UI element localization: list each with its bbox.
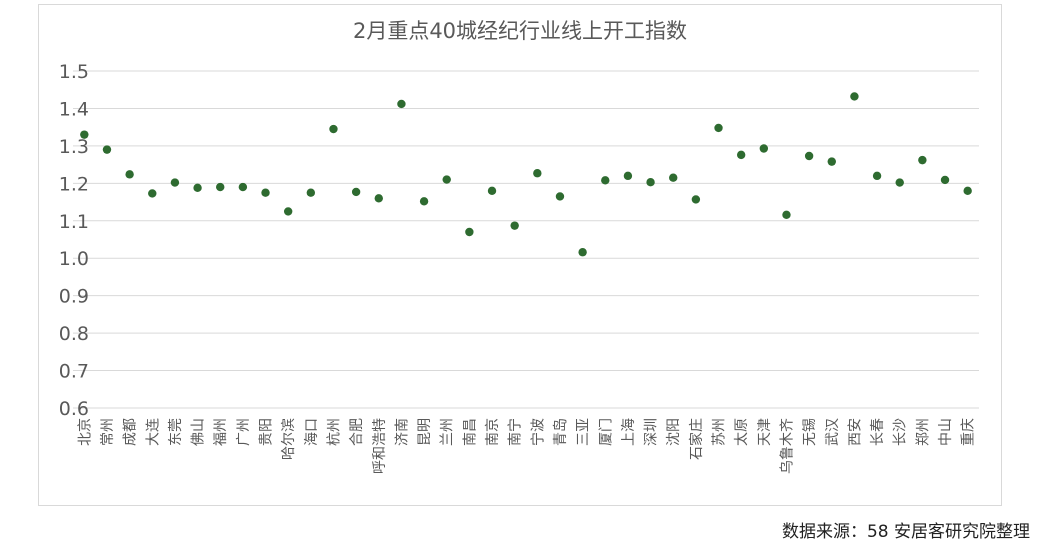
data-point <box>216 182 225 192</box>
x-tick-label: 常州 <box>100 418 116 446</box>
data-point <box>691 195 701 204</box>
x-tick-label: 海口 <box>304 418 320 446</box>
x-tick-label: 南京 <box>485 418 501 446</box>
x-tick-label: 青岛 <box>553 418 569 446</box>
data-point <box>510 221 519 230</box>
x-tick-label: 西安 <box>847 418 863 446</box>
x-tick-label: 昆明 <box>417 418 433 446</box>
x-tick-label: 福州 <box>213 418 229 446</box>
x-tick-label: 乌鲁木齐 <box>779 418 795 474</box>
x-tick-label: 大连 <box>145 418 161 446</box>
data-point <box>555 192 565 201</box>
source-note: 数据来源：58 安居客研究院整理 <box>781 522 1030 542</box>
data-point <box>261 188 270 197</box>
data-point <box>782 210 791 219</box>
data-point <box>872 171 882 181</box>
x-tick-label: 三亚 <box>576 418 592 446</box>
data-point <box>329 124 338 134</box>
x-tick-label: 南宁 <box>507 418 524 446</box>
data-point <box>646 178 655 187</box>
data-point <box>669 173 678 182</box>
data-point <box>804 151 814 161</box>
data-point <box>442 175 451 184</box>
x-tick-label: 厦门 <box>598 418 614 446</box>
data-point <box>465 227 474 237</box>
x-tick-label: 中山 <box>938 418 954 446</box>
data-point <box>714 123 723 133</box>
x-tick-label: 石家庄 <box>688 418 705 460</box>
x-tick-label: 沈阳 <box>666 418 682 446</box>
x-tick-label: 北京 <box>77 418 93 446</box>
data-point <box>850 92 859 101</box>
data-point <box>487 186 497 196</box>
data-point <box>578 248 587 257</box>
data-point <box>533 169 542 178</box>
y-tick-label: 0.8 <box>59 323 89 345</box>
data-point <box>238 182 248 192</box>
x-tick-label: 成都 <box>123 418 139 446</box>
chart-frame: 2月重点40城经纪行业线上开工指数 0.6 0.7 0.8 0.9 1.0 1.1 1.2 1… <box>38 4 1002 506</box>
x-tick-label: 贵阳 <box>259 418 275 446</box>
data-point <box>148 189 157 198</box>
data-point <box>170 178 180 187</box>
x-tick-label: 杭州 <box>326 418 342 446</box>
data-point <box>940 175 950 185</box>
data-point <box>374 194 383 203</box>
x-tick-label: 上海 <box>621 418 637 446</box>
data-point <box>918 155 927 165</box>
x-tick-label: 重庆 <box>961 418 977 446</box>
x-tick-label: 呼和浩特 <box>372 418 388 474</box>
x-tick-label: 兰州 <box>440 418 456 446</box>
x-tick-label: 佛山 <box>191 418 207 446</box>
y-tick-label: 1.3 <box>59 136 89 158</box>
x-tick-label: 宁波 <box>529 418 546 446</box>
x-tick-label: 哈尔滨 <box>281 418 297 460</box>
x-tick-label: 深圳 <box>644 418 660 446</box>
data-point <box>306 188 316 197</box>
x-tick-label: 东莞 <box>168 418 184 446</box>
y-tick-label: 0.9 <box>59 286 89 308</box>
y-tick-label: 1.0 <box>59 248 89 270</box>
y-tick-label: 0.7 <box>59 361 89 383</box>
data-point <box>736 150 746 160</box>
scatter-plot: 0.6 0.7 0.8 0.9 1.0 1.1 1.2 1.3 1.4 1.5 北京 常州 成都 大连 东莞… <box>59 61 979 474</box>
data-point <box>80 130 89 139</box>
x-tick-label: 济南 <box>394 418 410 446</box>
y-tick-label: 1.4 <box>59 98 89 120</box>
data-point <box>759 144 769 153</box>
data-point <box>827 157 836 166</box>
data-point <box>125 170 134 179</box>
x-tick-label: 无锡 <box>802 418 818 446</box>
x-tick-label: 合肥 <box>349 418 365 446</box>
data-point <box>397 99 406 109</box>
data-point <box>601 176 610 185</box>
data-point <box>193 183 202 193</box>
data-point <box>283 207 293 216</box>
data-point <box>895 178 904 187</box>
data-point <box>351 187 361 197</box>
data-point <box>623 171 633 181</box>
x-tick-label: 武汉 <box>825 418 841 446</box>
x-tick-label: 长沙 <box>893 418 909 446</box>
data-point <box>963 186 972 196</box>
x-tick-label: 广州 <box>236 418 252 446</box>
y-tick-label: 1.5 <box>59 61 89 83</box>
chart-title: 2月重点40城经纪行业线上开工指数 <box>352 19 688 43</box>
y-tick-label: 0.6 <box>59 398 89 420</box>
data-point <box>419 197 429 206</box>
x-tick-label: 太原 <box>734 418 750 446</box>
x-tick-label: 南昌 <box>462 418 478 446</box>
x-tick-label: 天津 <box>757 418 773 446</box>
data-point <box>102 145 112 154</box>
x-tick-label: 长春 <box>870 418 886 446</box>
x-tick-label: 苏州 <box>712 418 728 446</box>
x-tick-label: 郑州 <box>915 418 931 446</box>
y-tick-label: 1.2 <box>59 173 89 195</box>
y-tick-label: 1.1 <box>59 211 89 233</box>
